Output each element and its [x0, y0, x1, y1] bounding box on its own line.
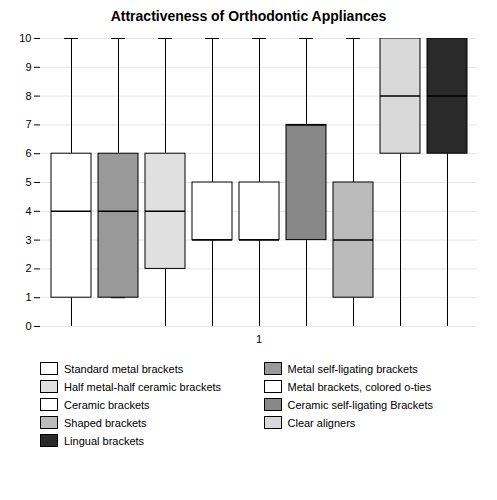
html-text:Half metal-half ceramic bracke: Half metal-half ceramic brackets — [64, 380, 222, 393]
html-text:Metal brackets, colored o-ties: Metal brackets, colored o-ties — [287, 380, 432, 393]
svg-text:10: 10 — [19, 32, 31, 44]
svg-text:0: 0 — [25, 320, 31, 332]
svg-text:6: 6 — [25, 147, 31, 159]
svg-text:3: 3 — [25, 234, 31, 246]
html-text:Clear aligners: Clear aligners — [287, 416, 356, 429]
html-text:Ceramic self-ligating Brackets: Ceramic self-ligating Brackets — [287, 398, 433, 411]
html-text:Ceramic brackets: Ceramic brackets — [64, 398, 150, 411]
html-text:Lingual brackets: Lingual brackets — [64, 434, 145, 447]
svg-text:5: 5 — [25, 176, 31, 188]
html-text:Shaped brackets: Shaped brackets — [64, 416, 147, 429]
svg-text:2: 2 — [25, 262, 31, 274]
html-text:Standard metal brackets: Standard metal brackets — [64, 362, 184, 375]
html-text:Metal self-ligating brackets: Metal self-ligating brackets — [287, 362, 418, 375]
svg-text:4: 4 — [25, 205, 31, 217]
svg-text:1: 1 — [25, 291, 31, 303]
html-text:Attractiveness of Orthodontic: Attractiveness of Orthodontic Appliances — [110, 8, 387, 24]
svg-text:7: 7 — [25, 118, 31, 130]
svg-text:1: 1 — [256, 333, 262, 345]
svg-text:8: 8 — [25, 90, 31, 102]
svg-text:9: 9 — [25, 61, 31, 73]
